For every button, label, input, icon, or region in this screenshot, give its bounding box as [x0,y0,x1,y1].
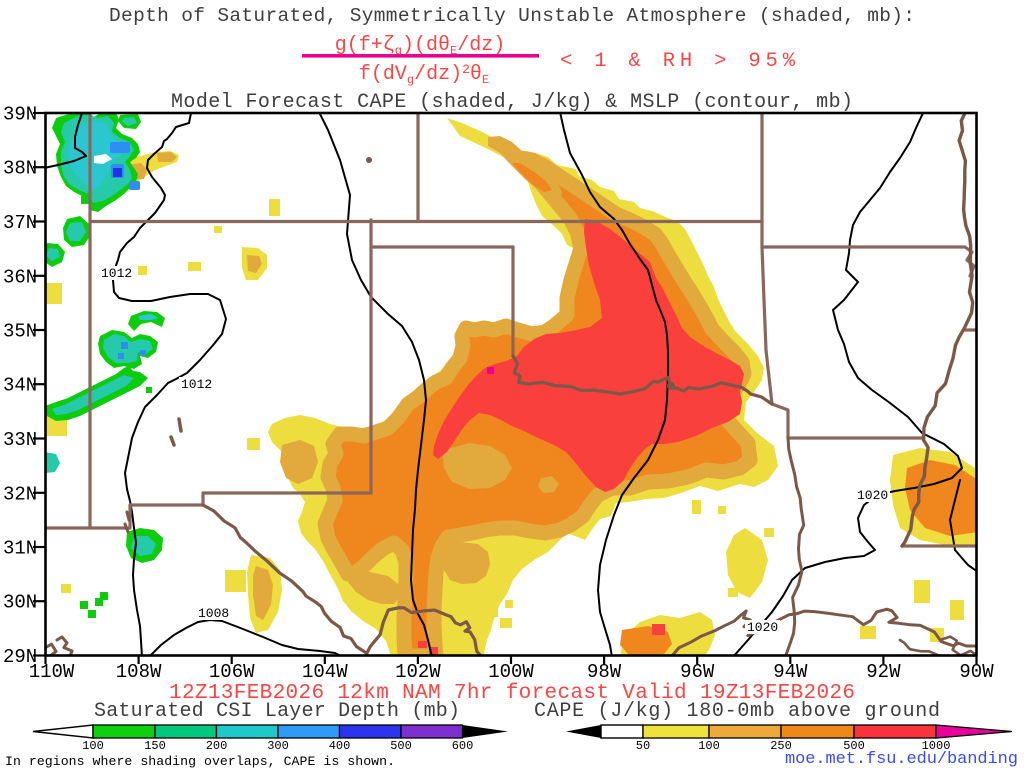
svg-text:96W: 96W [680,661,715,683]
svg-text:12Z13FEB2026 12km NAM 7hr fore: 12Z13FEB2026 12km NAM 7hr forecast Valid… [169,682,855,705]
svg-text:Depth of Saturated, Symmetrica: Depth of Saturated, Symmetrically Unstab… [109,5,915,27]
svg-text:1020: 1020 [857,488,888,503]
svg-text:34N: 34N [3,375,37,397]
svg-text:94W: 94W [773,661,808,683]
svg-text:CAPE (J/kg) 180-0mb above grou: CAPE (J/kg) 180-0mb above ground [534,700,940,723]
svg-text:500: 500 [390,739,412,753]
svg-text:29N: 29N [3,646,37,668]
svg-text:1000: 1000 [922,739,951,753]
svg-text:90W: 90W [959,661,994,683]
svg-text:108W: 108W [116,661,162,683]
svg-text:400: 400 [329,739,351,753]
svg-text:35N: 35N [3,321,37,343]
svg-text:106W: 106W [209,661,255,683]
svg-text:100: 100 [82,739,104,753]
svg-text:36N: 36N [3,266,37,288]
svg-text:100: 100 [698,739,720,753]
svg-text:104W: 104W [302,661,348,683]
svg-text:1012: 1012 [181,377,212,392]
svg-text:In regions where shading overl: In regions where shading overlaps, CAPE … [5,754,395,768]
svg-text:33N: 33N [3,429,37,451]
svg-text:100W: 100W [488,661,534,683]
svg-text:38N: 38N [3,158,37,180]
svg-text:30N: 30N [3,592,37,614]
svg-text:300: 300 [267,739,289,753]
svg-text:32N: 32N [3,483,37,505]
svg-text:1008: 1008 [198,606,229,621]
svg-text:500: 500 [843,739,865,753]
svg-text:110W: 110W [29,661,75,683]
svg-text:102W: 102W [395,661,441,683]
svg-text:150: 150 [144,739,166,753]
svg-text:1020: 1020 [747,620,778,635]
svg-text:moe.met.fsu.edu/banding: moe.met.fsu.edu/banding [785,750,1018,768]
svg-text:600: 600 [452,739,474,753]
svg-text:50: 50 [636,739,650,753]
svg-text:98W: 98W [587,661,622,683]
svg-text:250: 250 [770,739,792,753]
svg-text:39N: 39N [3,104,37,126]
svg-text:37N: 37N [3,212,37,234]
svg-text:Model Forecast CAPE (shaded, J: Model Forecast CAPE (shaded, J/kg) & MSL… [171,91,853,114]
svg-text:200: 200 [206,739,228,753]
svg-text:Saturated CSI Layer Depth (mb): Saturated CSI Layer Depth (mb) [94,700,460,723]
svg-text:1012: 1012 [101,266,132,281]
svg-text:31N: 31N [3,538,37,560]
svg-text:92W: 92W [866,661,901,683]
svg-text:f(dVg/dz)2θE: f(dVg/dz)2θE [359,62,489,87]
